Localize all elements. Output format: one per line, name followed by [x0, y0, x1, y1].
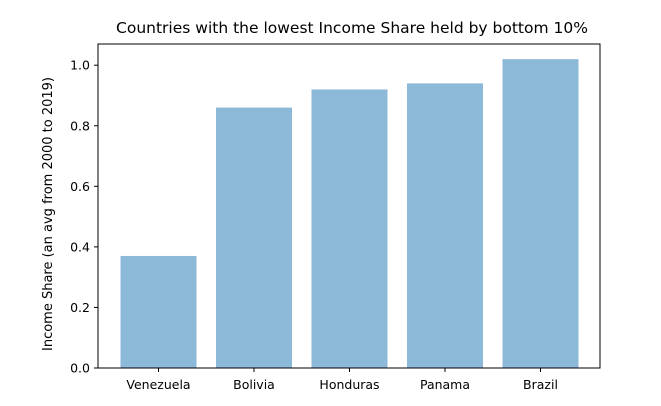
chart-title: Countries with the lowest Income Share h… — [116, 19, 588, 37]
bar-bolivia — [216, 107, 292, 369]
x-tick-label-honduras: Honduras — [319, 377, 379, 392]
y-tick-label: 0.0 — [70, 361, 90, 376]
y-tick-label: 0.8 — [70, 118, 90, 133]
y-tick-label: 0.4 — [70, 239, 90, 254]
bars-group — [120, 59, 579, 369]
x-tick-label-bolivia: Bolivia — [233, 377, 275, 392]
y-tick-label: 0.6 — [70, 179, 90, 194]
y-axis-ticks: 0.0 0.2 0.4 0.6 0.8 1.0 — [70, 58, 98, 376]
x-tick-label-brazil: Brazil — [523, 377, 558, 392]
y-tick-label: 1.0 — [70, 58, 90, 73]
bar-brazil — [502, 59, 579, 368]
plot-frame — [97, 43, 601, 369]
bar-honduras — [311, 89, 388, 368]
x-tick-label-venezuela: Venezuela — [126, 377, 190, 392]
x-tick-label-panama: Panama — [420, 377, 470, 392]
bar-venezuela — [120, 255, 197, 368]
y-axis-label: Income Share (an avg from 2000 to 2019) — [41, 77, 56, 351]
y-tick-label: 0.2 — [70, 300, 90, 315]
x-axis-ticks: Venezuela Bolivia Honduras Panama Brazil — [126, 368, 558, 392]
bar-panama — [407, 83, 483, 368]
